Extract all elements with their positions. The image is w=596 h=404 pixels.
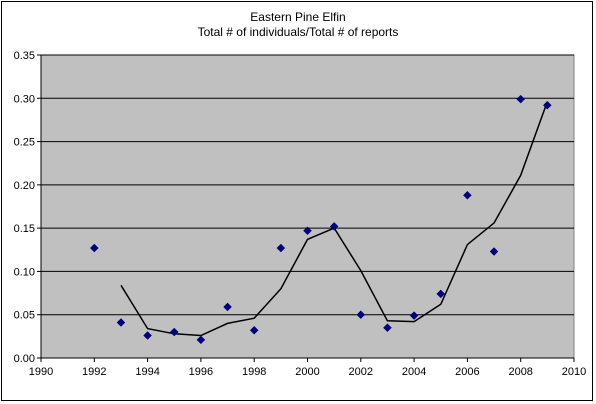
data-point-marker xyxy=(463,190,472,200)
plot-area: 0.00 0.05 0.10 0.15 0.20 0.25 0.30 0.35 1990 1992… xyxy=(14,50,587,378)
data-point-marker xyxy=(303,226,312,236)
data-point-marker xyxy=(196,335,206,345)
x-tick-label: 1990 xyxy=(29,366,53,378)
x-tick-label: 1996 xyxy=(189,366,213,378)
data-point-marker xyxy=(116,318,126,327)
data-point-marker xyxy=(89,243,99,253)
data-point-marker xyxy=(249,325,259,335)
chart-title: Eastern Pine Elfin xyxy=(250,10,345,24)
x-tick-label: 1994 xyxy=(135,366,159,378)
data-point-marker xyxy=(223,302,232,312)
x-tick-label: 1992 xyxy=(82,366,106,378)
data-point-marker xyxy=(516,94,526,104)
x-tick-label: 1998 xyxy=(242,366,266,378)
data-point-marker xyxy=(542,100,552,110)
y-tick-label: 0.30 xyxy=(14,93,35,105)
x-tick-label: 2008 xyxy=(508,366,532,378)
plot-background xyxy=(40,54,575,359)
data-point-marker xyxy=(143,331,152,340)
data-point-marker xyxy=(276,243,286,253)
y-tick-label: 0.35 xyxy=(14,50,35,62)
chart-subtitle: Total # of individuals/Total # of report… xyxy=(198,25,399,39)
y-tick-label: 0.10 xyxy=(14,266,35,278)
y-tick-label: 0.05 xyxy=(14,310,35,322)
data-point-marker xyxy=(436,289,446,299)
data-point-marker xyxy=(356,310,366,320)
data-point-marker xyxy=(383,323,392,333)
x-tick-label: 2000 xyxy=(295,366,319,378)
data-point-marker xyxy=(329,222,339,231)
x-tick-label: 2006 xyxy=(455,366,479,378)
y-tick-label: 0.20 xyxy=(14,180,35,192)
x-tick-label: 2004 xyxy=(402,366,426,378)
y-tick-label: 0.25 xyxy=(14,137,35,149)
y-tick-label: 0.00 xyxy=(14,353,35,365)
x-tick-label: 2010 xyxy=(562,366,586,378)
y-tick-label: 0.15 xyxy=(14,223,35,235)
x-tick-label: 2002 xyxy=(349,366,373,378)
data-point-marker xyxy=(489,247,499,256)
data-point-marker xyxy=(169,327,179,337)
data-point-marker xyxy=(409,311,419,320)
